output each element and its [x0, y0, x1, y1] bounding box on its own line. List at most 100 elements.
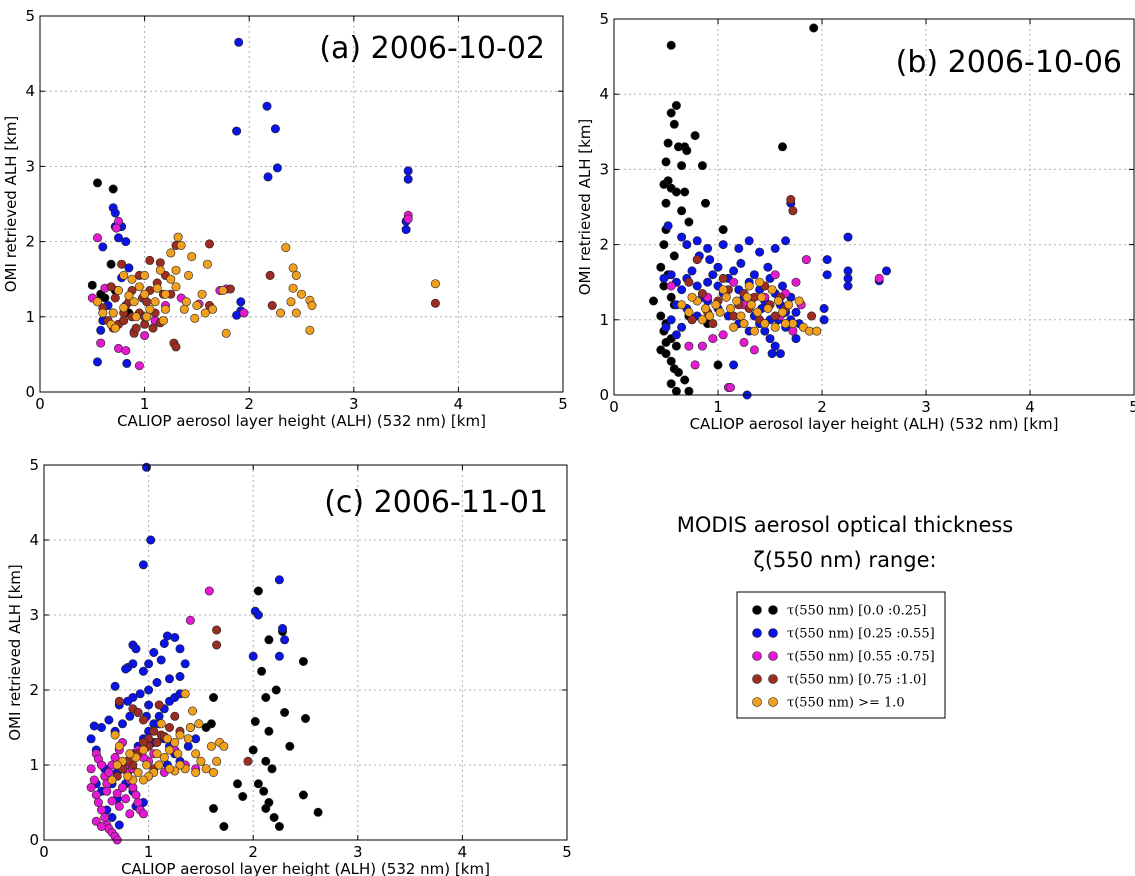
- panel-b-point: [659, 179, 669, 189]
- panel-a-point: [161, 304, 171, 314]
- panel-a-frame: [39, 15, 564, 393]
- panel-c-point: [253, 610, 263, 620]
- panel-b-point: [697, 161, 707, 171]
- panel-a-point: [98, 308, 108, 318]
- panel-a-point: [98, 242, 108, 252]
- panel-a-point: [134, 282, 144, 292]
- panel-b-xtick-label: 0: [609, 398, 619, 416]
- panel-b-point: [809, 23, 819, 33]
- panel-a-point: [265, 270, 275, 280]
- panel-b-point: [677, 161, 687, 171]
- panel-a-point: [93, 233, 103, 243]
- panel-a-point: [307, 300, 317, 310]
- panel-b-point: [770, 270, 780, 280]
- panel-c-point: [149, 647, 159, 657]
- panel-a-point: [114, 285, 124, 295]
- panel-c-point: [156, 655, 166, 665]
- panel-a-point: [108, 308, 118, 318]
- panel-c-point: [138, 737, 148, 747]
- panel-a-point: [205, 239, 215, 249]
- panel-b-point: [718, 273, 728, 283]
- panel-c-point: [104, 767, 114, 777]
- panel-c-point: [104, 715, 114, 725]
- panel-c-point: [146, 535, 156, 545]
- panel-b-point: [760, 326, 770, 336]
- panel-c-point: [300, 713, 310, 723]
- panel-b-xtick-label: 3: [921, 398, 931, 416]
- panel-a-ytick-label: 4: [25, 82, 35, 100]
- panel-c-frame: [43, 464, 568, 841]
- panel-b-point: [770, 311, 780, 321]
- panel-a-point: [131, 323, 141, 333]
- panel-b-ytick-label: 4: [599, 85, 609, 103]
- panel-b-point: [812, 326, 822, 336]
- panel-b-point: [700, 303, 710, 313]
- panel-c-point: [175, 760, 185, 770]
- panel-b-point: [843, 273, 853, 283]
- panel-c-point: [91, 790, 101, 800]
- panel-b-ytick-label: 1: [599, 311, 609, 329]
- panel-a-point: [401, 225, 411, 235]
- panel-a-point: [171, 265, 181, 275]
- panel-a-point: [124, 291, 134, 301]
- panel-b-point: [791, 334, 801, 344]
- panel-c-xtick-label: 1: [144, 843, 154, 861]
- panel-c-point: [267, 764, 277, 774]
- panel-b-point: [757, 292, 767, 302]
- panel-b-point: [703, 243, 713, 253]
- panel-c-ytick-label: 4: [29, 531, 39, 549]
- panel-b-point: [661, 157, 671, 167]
- panel-b-point: [687, 315, 697, 325]
- panel-a-point: [272, 163, 282, 173]
- panel-a-point: [110, 293, 120, 303]
- panel-a-point: [131, 312, 141, 322]
- panel-c-ytick-label: 0: [29, 831, 39, 849]
- panel-c-point: [142, 760, 152, 770]
- panel-c-point: [209, 692, 219, 702]
- panel-c-point: [196, 756, 206, 766]
- panel-a-point: [129, 297, 139, 307]
- panel-a-point: [173, 232, 183, 242]
- panel-b-point: [788, 326, 798, 336]
- panel-c-point: [261, 803, 271, 813]
- panel-c-point: [212, 625, 222, 635]
- panel-c-point: [154, 700, 164, 710]
- panel-b-point: [791, 307, 801, 317]
- panel-c-point: [180, 659, 190, 669]
- panel-a-xtick-label: 1: [140, 395, 150, 413]
- panel-b-xtick-label: 1: [713, 398, 723, 416]
- panel-b-point: [692, 236, 702, 246]
- panel-c-point: [152, 749, 162, 759]
- panel-a-point: [184, 270, 194, 280]
- panel-b-point: [739, 319, 749, 329]
- panel-a-point: [281, 243, 291, 253]
- panel-b-point: [684, 217, 694, 227]
- panel-b-title: (b) 2006-10-06: [896, 45, 1122, 80]
- panel-a-point: [140, 331, 150, 341]
- panel-c-point: [264, 635, 274, 645]
- panel-b-point: [718, 240, 728, 250]
- panel-c-point: [133, 707, 143, 717]
- panel-b-point: [770, 341, 780, 351]
- panel-c-point: [86, 734, 96, 744]
- panel-b-series-tau_ge_10: [677, 277, 822, 336]
- panel-b-point: [715, 307, 725, 317]
- panel-b-point: [718, 225, 728, 235]
- panel-c-point: [261, 692, 271, 702]
- panel-a-point: [270, 124, 280, 134]
- panel-b-point: [801, 255, 811, 265]
- panel-c-point: [138, 560, 148, 570]
- panel-a-point: [96, 325, 106, 335]
- panel-b-point: [682, 240, 692, 250]
- panel-c-point: [277, 623, 287, 633]
- panel-c-point: [175, 730, 185, 740]
- panel-b-point: [677, 206, 687, 216]
- panel-b-point: [729, 266, 739, 276]
- panel-a-point: [117, 259, 127, 269]
- panel-c-point: [271, 685, 281, 695]
- panel-a-point: [148, 323, 158, 333]
- panel-c-point: [280, 707, 290, 717]
- panel-b-point: [718, 285, 728, 295]
- panel-c-point: [89, 721, 99, 731]
- panel-a-point: [208, 304, 218, 314]
